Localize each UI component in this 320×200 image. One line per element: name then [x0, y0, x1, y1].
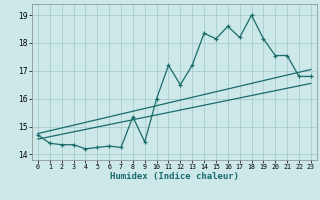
X-axis label: Humidex (Indice chaleur): Humidex (Indice chaleur) [110, 172, 239, 181]
